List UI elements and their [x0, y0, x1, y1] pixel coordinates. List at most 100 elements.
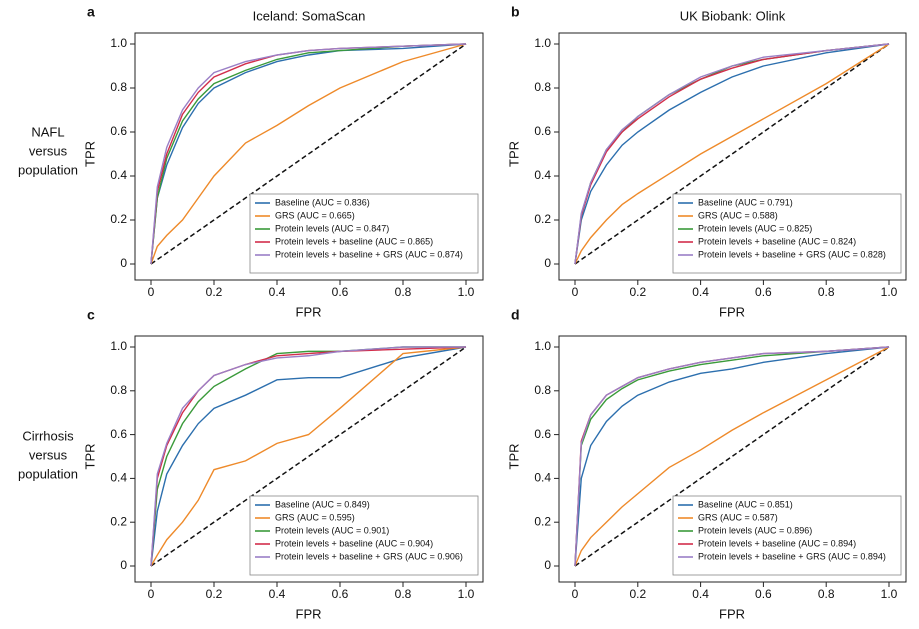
x-tick-label: 0 [148, 587, 155, 601]
plot-frame [134, 335, 484, 583]
y-tick-label: 0.6 [534, 124, 551, 138]
x-tick-label: 0.4 [269, 285, 286, 299]
roc-curve [574, 43, 890, 265]
x-tick-label: 0.6 [332, 285, 349, 299]
y-tick-label: 0.8 [110, 80, 127, 94]
roc-curve [574, 346, 890, 567]
y-tick-label: 1.0 [110, 36, 127, 50]
roc-curve [574, 346, 890, 567]
legend-label: GRS (AUC = 0.587) [698, 512, 778, 522]
panel-letter: a [87, 4, 95, 20]
legend-box [672, 193, 902, 274]
legend-label: GRS (AUC = 0.595) [275, 512, 355, 522]
x-tick-label: 0.8 [395, 285, 412, 299]
y-tick-label: 1.0 [110, 339, 127, 353]
roc-curve [150, 43, 467, 265]
roc-curve [150, 43, 467, 265]
y-axis-label: TPR [82, 444, 97, 470]
y-tick-label: 0.4 [110, 471, 127, 485]
row-label: versus [29, 143, 68, 158]
plot-frame [558, 335, 907, 583]
legend-label: Baseline (AUC = 0.791) [698, 197, 793, 207]
legend-label: Protein levels (AUC = 0.847) [275, 223, 389, 233]
x-tick-label: 0.6 [755, 587, 772, 601]
y-tick-label: 0 [544, 256, 551, 270]
x-tick-label: 0.4 [692, 587, 709, 601]
row-label: population [18, 466, 78, 481]
x-tick-label: 0.6 [332, 587, 349, 601]
roc-curve [574, 43, 890, 265]
roc-curve [574, 346, 890, 567]
roc-curve [574, 43, 890, 265]
x-tick-label: 0 [572, 285, 579, 299]
y-tick-label: 0.8 [534, 383, 551, 397]
x-tick-label: 0.4 [269, 587, 286, 601]
x-tick-label: 0.8 [818, 285, 835, 299]
legend-label: GRS (AUC = 0.588) [698, 210, 778, 220]
legend-label: Protein levels + baseline (AUC = 0.894) [698, 538, 856, 548]
x-tick-label: 0.4 [692, 285, 709, 299]
panel-letter: d [511, 307, 520, 323]
legend-label: Baseline (AUC = 0.836) [275, 197, 370, 207]
panel-letter: c [87, 307, 95, 323]
x-tick-label: 0.6 [755, 285, 772, 299]
y-tick-label: 0.8 [110, 383, 127, 397]
y-tick-label: 0.6 [534, 427, 551, 441]
panel-title: Iceland: SomaScan [253, 8, 366, 23]
y-tick-label: 0.4 [110, 168, 127, 182]
legend-label: GRS (AUC = 0.665) [275, 210, 355, 220]
y-tick-label: 0.2 [534, 514, 551, 528]
roc-curve [574, 346, 890, 567]
legend-label: Protein levels (AUC = 0.901) [275, 525, 389, 535]
y-tick-label: 1.0 [534, 339, 551, 353]
row-label: population [18, 162, 78, 177]
legend-label: Protein levels + baseline + GRS (AUC = 0… [275, 551, 463, 561]
legend-box [249, 193, 479, 274]
x-tick-label: 1.0 [881, 587, 898, 601]
y-tick-label: 1.0 [534, 36, 551, 50]
x-tick-label: 0.8 [818, 587, 835, 601]
plot-frame [134, 32, 484, 281]
x-tick-label: 0.2 [206, 587, 223, 601]
legend-box [672, 495, 902, 576]
x-tick-label: 1.0 [458, 285, 475, 299]
legend-label: Protein levels + baseline (AUC = 0.824) [698, 236, 856, 246]
x-tick-label: 0.2 [629, 285, 646, 299]
chance-line [150, 43, 467, 265]
y-tick-label: 0.2 [110, 212, 127, 226]
y-tick-label: 0.8 [534, 80, 551, 94]
legend-label: Protein levels + baseline + GRS (AUC = 0… [275, 249, 463, 259]
legend-label: Protein levels + baseline + GRS (AUC = 0… [698, 249, 886, 259]
legend-label: Protein levels + baseline (AUC = 0.904) [275, 538, 433, 548]
y-tick-label: 0.4 [534, 471, 551, 485]
x-tick-label: 0.2 [206, 285, 223, 299]
y-tick-label: 0.2 [110, 514, 127, 528]
row-label: Cirrhosis [22, 428, 74, 443]
row-label: NAFL [31, 124, 64, 139]
x-axis-label: FPR [296, 606, 322, 621]
x-tick-label: 0.2 [629, 587, 646, 601]
y-tick-label: 0.6 [110, 427, 127, 441]
x-tick-label: 0 [148, 285, 155, 299]
x-axis-label: FPR [719, 606, 745, 621]
legend-label: Protein levels (AUC = 0.896) [698, 525, 812, 535]
x-tick-label: 1.0 [458, 587, 475, 601]
x-axis-label: FPR [296, 304, 322, 319]
legend-label: Protein levels + baseline (AUC = 0.865) [275, 236, 433, 246]
legend-label: Baseline (AUC = 0.849) [275, 499, 370, 509]
plot-frame [558, 32, 907, 281]
legend-label: Protein levels + baseline + GRS (AUC = 0… [698, 551, 886, 561]
roc-curve [150, 346, 466, 567]
panel-letter: b [511, 4, 520, 20]
y-tick-label: 0 [120, 558, 127, 572]
roc-curve [150, 346, 467, 567]
x-tick-label: 1.0 [881, 285, 898, 299]
y-tick-label: 0.6 [110, 124, 127, 138]
legend-box [249, 495, 479, 576]
legend-label: Baseline (AUC = 0.851) [698, 499, 793, 509]
legend-label: Protein levels (AUC = 0.825) [698, 223, 812, 233]
x-tick-label: 0 [572, 587, 579, 601]
roc-curve [150, 43, 467, 265]
y-tick-label: 0 [120, 256, 127, 270]
